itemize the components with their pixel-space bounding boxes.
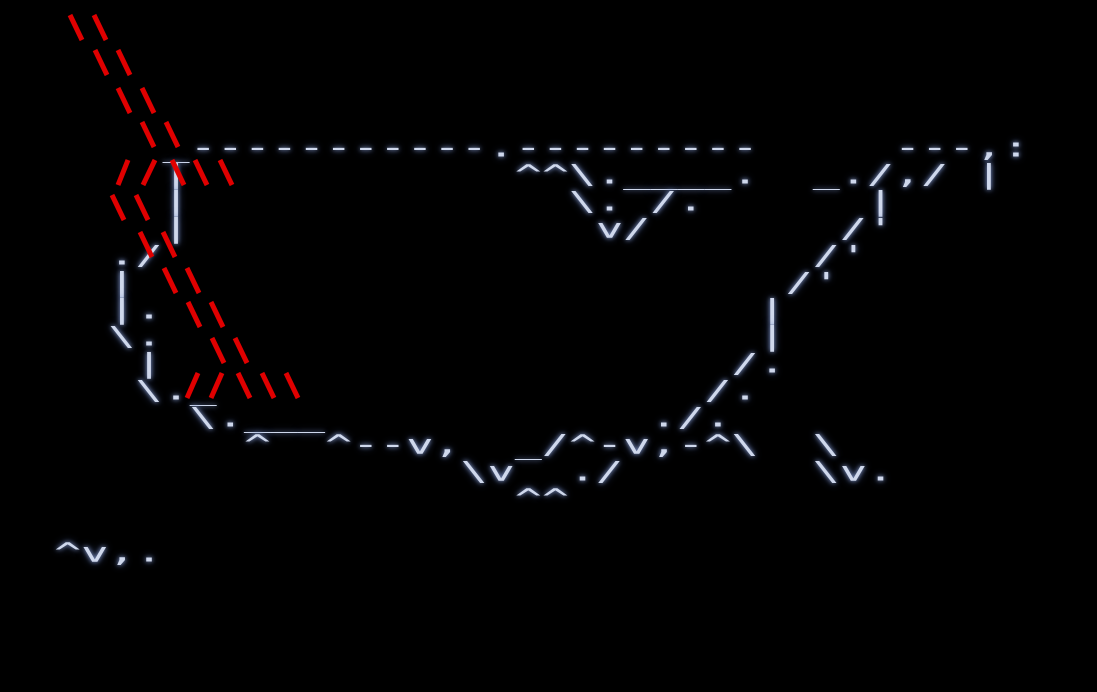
overlay-stroke <box>217 158 235 187</box>
overlay-stroke <box>184 371 201 400</box>
overlay-stroke <box>139 120 157 149</box>
overlay-stroke <box>67 13 85 42</box>
overlay-stroke <box>283 371 301 400</box>
overlay-stroke <box>259 371 277 400</box>
overlay-stroke <box>208 300 226 329</box>
overlay-stroke <box>140 158 158 187</box>
overlay-stroke <box>161 266 179 295</box>
overlay-stroke <box>133 193 151 222</box>
overlay-stroke <box>208 371 225 400</box>
overlay-stroke <box>92 48 110 77</box>
overlay-stroke <box>209 336 227 365</box>
ascii-us-map-outline: _-----------.--------- ---,: | ^^\.____.… <box>54 132 1030 569</box>
overlay-stroke <box>163 120 181 149</box>
overlay-stroke <box>139 86 157 115</box>
overlay-stroke <box>192 158 210 187</box>
overlay-stroke <box>137 230 155 259</box>
overlay-stroke <box>169 158 187 187</box>
overlay-stroke <box>115 159 131 186</box>
overlay-stroke <box>184 266 202 295</box>
overlay-stroke <box>160 230 178 259</box>
overlay-stroke <box>115 48 133 77</box>
overlay-stroke <box>109 193 127 222</box>
overlay-stroke <box>235 371 253 400</box>
overlay-stroke <box>185 300 203 329</box>
overlay-stroke <box>91 13 109 42</box>
overlay-stroke <box>115 86 133 115</box>
overlay-stroke <box>232 336 250 365</box>
